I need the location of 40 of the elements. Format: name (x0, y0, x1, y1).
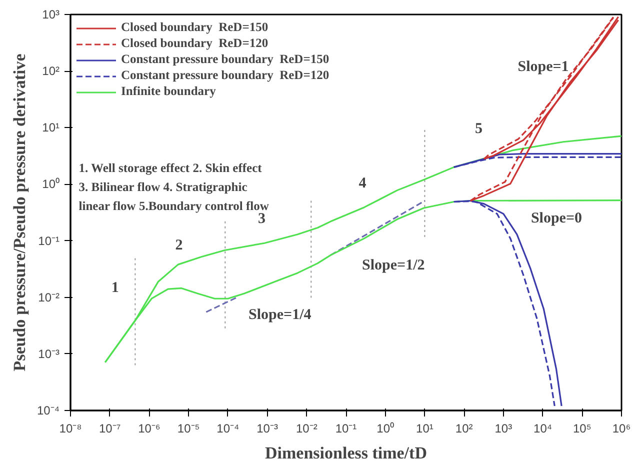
y-tick-label: 10⁻⁴ (36, 404, 60, 418)
annotation: Slope=0 (530, 210, 582, 226)
y-tick-label: 10⁻¹ (38, 234, 60, 248)
x-tick-label: 10⁶ (612, 422, 631, 436)
x-axis-title: Dimensionless time/tD (265, 444, 427, 462)
x-tick-label: 10⁻⁴ (216, 422, 240, 436)
x-tick-label: 10⁰ (376, 422, 394, 436)
annotation: 3 (258, 211, 266, 228)
y-axis-title: Pseudo pressure/Pseudo pressure derivative (10, 53, 29, 372)
legend-label: Closed boundary ReD=120 (121, 36, 268, 51)
y-tick-label: 10⁻³ (38, 346, 60, 361)
x-tick-label: 10⁻¹ (335, 422, 357, 436)
x-tick-label: 10⁻⁶ (138, 422, 160, 436)
annotation: 4 (358, 175, 367, 192)
annotation: 5 (475, 121, 483, 138)
x-tick-label: 10² (455, 422, 473, 436)
y-tick-label: 10⁰ (42, 177, 60, 192)
y-tick-label: 10⁻² (38, 290, 60, 304)
x-tick-label: 10⁻² (296, 422, 318, 436)
y-tick-label: 10¹ (42, 120, 60, 135)
legend-label: Closed boundary ReD=150 (121, 20, 268, 35)
legend-label: Constant pressure boundary ReD=120 (121, 68, 330, 83)
x-tick-label: 10³ (494, 422, 512, 436)
annotation: 2 (175, 238, 183, 254)
x-tick-label: 10⁻³ (256, 422, 278, 436)
legend-label: Infinite boundary (121, 84, 216, 99)
x-tick-label: 10⁻⁵ (177, 422, 200, 436)
annotation: Slope=1/4 (248, 307, 312, 324)
annotation: Slope=1/2 (362, 258, 425, 274)
x-tick-label: 10⁻⁸ (59, 422, 82, 436)
x-tick-label: 10¹ (416, 422, 434, 436)
x-tick-label: 10⁵ (572, 422, 592, 436)
legend-label: Constant pressure boundary ReD=150 (121, 52, 330, 67)
y-tick-label: 10² (42, 64, 60, 78)
x-tick-label: 10⁴ (534, 422, 552, 436)
x-tick-label: 10⁻⁷ (99, 422, 121, 436)
y-tick-label: 10³ (42, 8, 60, 22)
annotation: 1 (111, 280, 119, 296)
annotation: Slope=1 (518, 59, 569, 76)
annotation: 1. Well storage effect 2. Skin effect 3. Bilinear flow 4. Stratigraphic linear flow 5.Boundary control flow (78, 161, 269, 213)
